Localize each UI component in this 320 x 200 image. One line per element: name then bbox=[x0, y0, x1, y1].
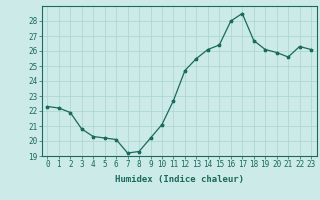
X-axis label: Humidex (Indice chaleur): Humidex (Indice chaleur) bbox=[115, 175, 244, 184]
